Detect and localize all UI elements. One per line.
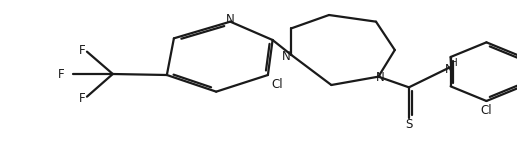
Text: Cl: Cl bbox=[271, 79, 283, 92]
Text: F: F bbox=[79, 92, 85, 105]
Text: N: N bbox=[281, 49, 290, 62]
Text: S: S bbox=[405, 118, 413, 132]
Text: N: N bbox=[445, 63, 453, 76]
Text: F: F bbox=[79, 44, 85, 57]
Text: F: F bbox=[58, 68, 65, 81]
Text: N: N bbox=[375, 71, 384, 84]
Text: H: H bbox=[450, 58, 458, 68]
Text: Cl: Cl bbox=[481, 104, 492, 117]
Text: N: N bbox=[226, 13, 235, 26]
